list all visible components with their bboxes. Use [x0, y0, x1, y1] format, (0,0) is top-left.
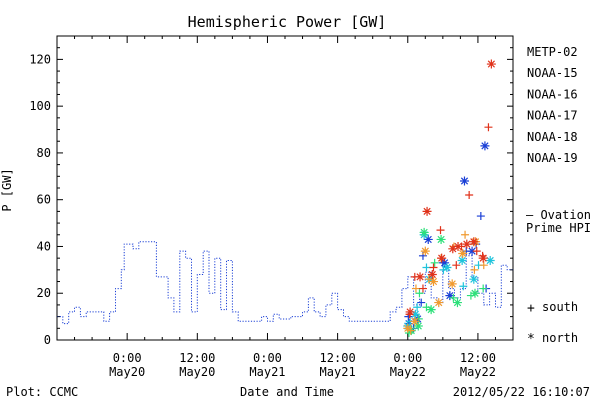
- north-marker-label: north: [542, 331, 578, 345]
- plot-frame: [56, 35, 514, 341]
- y-tick-label: 100: [29, 99, 51, 113]
- north-point: [480, 141, 490, 151]
- north-point: [440, 258, 450, 268]
- x-tick-label-date: May20: [179, 365, 215, 379]
- axis-ticks: 0204060801001200:00May2012:00May200:00Ma…: [29, 36, 513, 379]
- south-point: [436, 226, 445, 235]
- satellite-legend: METP-02 NOAA-15 NOAA-16 NOAA-17 NOAA-18 NOAA-…: [527, 45, 578, 165]
- north-point: [427, 270, 437, 280]
- x-tick-label-time: 12:00: [460, 351, 496, 365]
- north-point: [422, 206, 432, 216]
- legend-entry-noaa-18: NOAA-18: [527, 130, 578, 144]
- north-point: [485, 255, 495, 265]
- y-tick-label: 0: [44, 333, 51, 347]
- north-point: [434, 298, 444, 308]
- legend-entry-noaa-19: NOAA-19: [527, 151, 578, 165]
- south-point: [429, 263, 438, 272]
- legend-entry-noaa-17: NOAA-17: [527, 109, 578, 123]
- south-point: [452, 261, 461, 270]
- north-point: [415, 272, 425, 282]
- north-point: [452, 298, 462, 308]
- north-point: [459, 176, 469, 186]
- north-point: [405, 307, 415, 317]
- north-point: [448, 244, 458, 254]
- y-tick-label: 20: [37, 286, 51, 300]
- north-point: [420, 246, 430, 256]
- south-point: [465, 191, 474, 200]
- north-point: [469, 274, 479, 284]
- south-point: [449, 293, 458, 302]
- y-tick-label: 40: [37, 239, 51, 253]
- x-tick-label-time: 0:00: [113, 351, 142, 365]
- south-point: [418, 284, 427, 293]
- legend-entry-noaa-16: NOAA-16: [527, 87, 578, 101]
- north-point: [442, 263, 452, 273]
- south-point: [411, 284, 420, 293]
- south-point: [470, 265, 479, 274]
- north-point: [404, 319, 414, 329]
- south-point: [484, 123, 493, 132]
- footer-plot-credit: Plot: CCMC: [6, 385, 78, 399]
- y-tick-label: 60: [37, 193, 51, 207]
- x-tick-label-time: 0:00: [393, 351, 422, 365]
- legend-entry-metp-02: METP-02: [527, 45, 578, 59]
- north-point: [403, 323, 413, 333]
- x-tick-label-date: May22: [390, 365, 426, 379]
- south-marker-label: south: [542, 300, 578, 314]
- south-point: [459, 282, 468, 291]
- south-point: [430, 258, 439, 267]
- north-point: [478, 253, 488, 263]
- y-tick-label: 120: [29, 52, 51, 66]
- x-tick-label-time: 12:00: [179, 351, 215, 365]
- south-point: [461, 230, 470, 239]
- south-point: [472, 247, 481, 256]
- north-point: [413, 321, 423, 331]
- south-point: [422, 263, 431, 272]
- north-point: [436, 234, 446, 244]
- x-axis-label: Date and Time: [240, 385, 334, 399]
- footer-timestamp: 2012/05/22 16:10:07: [453, 385, 590, 399]
- north-point: [410, 309, 420, 319]
- north-point: [410, 316, 420, 326]
- x-tick-label-time: 0:00: [253, 351, 282, 365]
- north-point: [457, 255, 467, 265]
- y-tick-label: 80: [37, 146, 51, 160]
- south-point: [479, 284, 488, 293]
- ovation-hpi-series: [57, 241, 513, 325]
- north-point: [447, 279, 457, 289]
- north-point: [470, 288, 480, 298]
- y-axis-label: P [GW]: [0, 168, 14, 211]
- north-point: [419, 227, 429, 237]
- south-point: [415, 289, 424, 298]
- north-point: [437, 253, 447, 263]
- satellite-points: [403, 59, 496, 337]
- south-marker-symbol: +: [527, 301, 535, 316]
- north-point: [469, 237, 479, 247]
- north-point: [426, 305, 436, 315]
- x-tick-label-time: 12:00: [320, 351, 356, 365]
- x-tick-label-date: May21: [320, 365, 356, 379]
- south-point: [476, 212, 485, 221]
- north-point: [428, 277, 438, 287]
- ovation-label-line1: — Ovation: [526, 208, 591, 222]
- north-point: [486, 59, 496, 69]
- x-tick-label-date: May22: [460, 365, 496, 379]
- ovation-label-line2: Prime HPI: [526, 221, 591, 235]
- south-point: [413, 303, 422, 312]
- x-tick-label-date: May21: [249, 365, 285, 379]
- x-tick-label-date: May20: [109, 365, 145, 379]
- ovation-hpi-line: [57, 241, 513, 325]
- north-point: [423, 234, 433, 244]
- north-point: [467, 246, 477, 256]
- north-point: [445, 291, 455, 301]
- north-point: [458, 248, 468, 258]
- north-point: [453, 241, 463, 251]
- north-marker-symbol: *: [527, 332, 535, 347]
- north-point: [462, 239, 472, 249]
- south-point: [417, 298, 426, 307]
- chart-title: Hemispheric Power [GW]: [188, 13, 387, 31]
- legend-entry-noaa-15: NOAA-15: [527, 66, 578, 80]
